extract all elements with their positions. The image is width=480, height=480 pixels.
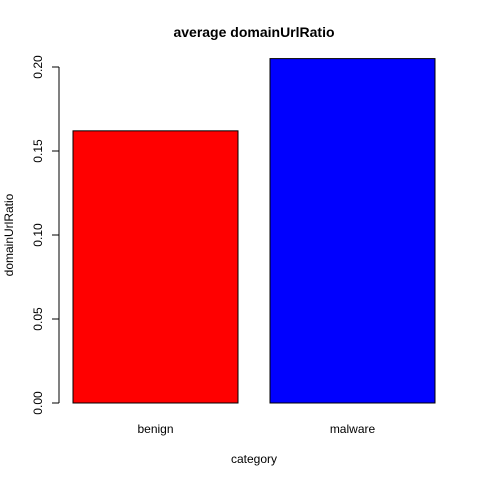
x-tick-label: malware <box>330 422 376 436</box>
y-tick-label: 0.10 <box>31 223 45 247</box>
y-tick-label: 0.20 <box>31 55 45 79</box>
bar-malware <box>269 58 436 404</box>
y-tick-label: 0.15 <box>31 139 45 163</box>
x-tick-label: benign <box>137 422 173 436</box>
bar-benign <box>72 130 239 404</box>
x-labels-group: benign malware <box>137 422 375 436</box>
chart-title: average domainUrlRatio <box>173 24 334 40</box>
y-tick-label: 0.00 <box>31 391 45 415</box>
y-tick-label: 0.05 <box>31 307 45 331</box>
x-axis-label: category <box>231 452 277 466</box>
y-axis-label: domainUrlRatio <box>2 193 16 276</box>
y-ticks-group: 0.00 0.05 0.10 0.15 0.20 <box>31 55 59 415</box>
bars-group <box>72 58 436 404</box>
